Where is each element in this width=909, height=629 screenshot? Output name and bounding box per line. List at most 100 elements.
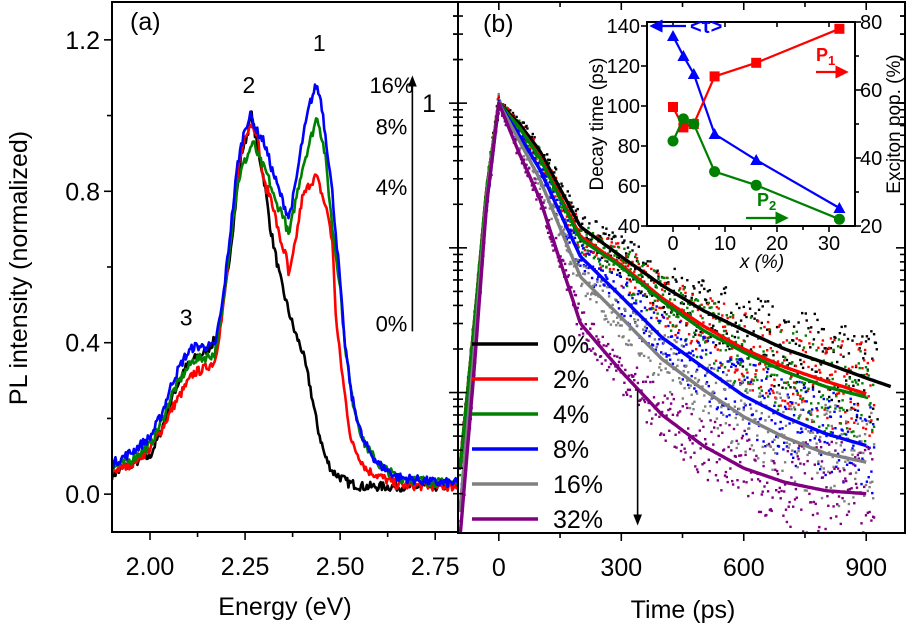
- panel-b-fit-16pct: [459, 101, 867, 512]
- panel-b-data-point: [869, 481, 872, 484]
- panel-b-data-point: [687, 386, 691, 390]
- panel-b-data-point: [701, 463, 704, 466]
- panel-b-data-point: [650, 316, 653, 320]
- panel-b-data-point: [757, 510, 761, 514]
- panel-b-data-point: [761, 394, 764, 398]
- panel-b-data-point: [598, 258, 602, 261]
- inset-p2-label: P2: [757, 190, 776, 213]
- panel-b-data-point: [820, 327, 824, 331]
- panel-b-data-point: [816, 409, 819, 412]
- panel-b-data-point: [623, 239, 626, 242]
- inset-tau-label: <τ>: [690, 16, 722, 38]
- panel-b-data-point: [709, 351, 712, 355]
- panel-b-data-point: [834, 449, 837, 452]
- panel-b-data-point: [635, 257, 639, 260]
- panel-b-data-point: [816, 471, 819, 475]
- panel-b-data-point: [813, 463, 816, 466]
- panel-b-data-point: [786, 393, 789, 396]
- panel-b-data-point: [748, 363, 752, 366]
- inset-marker-triangle: [750, 154, 763, 165]
- panel-b-data-point: [650, 422, 653, 425]
- panel-b-data-point: [821, 394, 825, 397]
- panel-b-data-point: [678, 289, 681, 292]
- panel-b-data-point: [817, 346, 820, 349]
- panel-b-data-point: [733, 335, 737, 339]
- panel-b-data-point: [804, 427, 807, 431]
- panel-b-data-point: [642, 261, 645, 264]
- panel-b-data-point: [550, 240, 553, 243]
- panel-b-data-point: [829, 415, 833, 419]
- panel-b-data-point: [641, 265, 644, 268]
- panel-b-data-point: [772, 354, 775, 357]
- panel-b-data-point: [586, 252, 589, 255]
- panel-b-data-point: [531, 132, 534, 136]
- panel-b-data-point: [730, 441, 733, 444]
- panel-b-data-point: [592, 322, 596, 326]
- panel-b-data-point: [752, 449, 755, 452]
- panel-b-data-point: [683, 387, 686, 390]
- panel-b-data-point: [570, 201, 573, 204]
- panel-b-data-point: [867, 395, 870, 398]
- panel-b-data-point: [845, 513, 849, 517]
- panel-b-data-point: [663, 311, 666, 314]
- panel-b-data-point: [596, 278, 599, 281]
- panel-b-data-point: [631, 260, 634, 264]
- panel-b-data-point: [856, 383, 860, 386]
- panel-b-data-point: [761, 334, 764, 337]
- panel-b-data-point: [842, 392, 845, 395]
- panel-b-data-point: [762, 464, 765, 468]
- panel-b-data-point: [743, 313, 746, 317]
- panel-b-data-point: [838, 470, 842, 473]
- panel-b-data-point: [581, 272, 585, 275]
- panel-b-data-point: [634, 253, 638, 256]
- panel-b-data-point: [563, 218, 567, 221]
- panel-b-data-point: [596, 280, 599, 284]
- panel-b-data-point: [766, 370, 769, 374]
- panel-b-data-point: [625, 261, 628, 265]
- panel-b-data-point: [673, 339, 676, 342]
- panel-b-data-point: [649, 307, 652, 310]
- panel-b-data-point: [830, 424, 833, 428]
- panel-b-data-point: [617, 307, 621, 310]
- legend-label: 0%: [553, 331, 589, 359]
- panel-b-data-point: [579, 240, 582, 243]
- panel-b-data-point: [854, 482, 858, 486]
- panel-b-data-point: [727, 369, 730, 372]
- panel-b-data-point: [740, 380, 744, 383]
- panel-b-data-point: [665, 313, 668, 316]
- panel-b-data-point: [772, 448, 775, 451]
- panel-b-data-point: [847, 367, 851, 370]
- panel-b-data-point: [776, 360, 780, 363]
- panel-b-data-point: [859, 350, 862, 353]
- panel-b-data-point: [837, 400, 841, 403]
- panel-b-data-point: [857, 362, 860, 365]
- panel-b-data-point: [644, 262, 648, 265]
- panel-b-data-point: [592, 257, 596, 260]
- panel-b-data-point: [719, 349, 722, 352]
- panel-b-data-point: [706, 366, 710, 369]
- panel-b-data-point: [596, 358, 599, 362]
- panel-b-data-point: [634, 286, 637, 289]
- panel-b-data-point: [792, 505, 795, 508]
- panel-b-data-point: [696, 308, 700, 312]
- panel-b-data-point: [848, 377, 851, 380]
- panel-b-data-point: [652, 281, 656, 284]
- panel-b-data-point: [802, 346, 806, 349]
- panel-b-data-point: [709, 405, 712, 408]
- panel-b-data-point: [834, 404, 837, 407]
- panel-b-data-point: [630, 303, 633, 306]
- panel-b-data-point: [544, 206, 547, 209]
- panel-b-data-point: [655, 345, 658, 349]
- panel-b-data-point: [828, 373, 832, 377]
- panel-b-data-point: [827, 406, 830, 410]
- panel-b-data-point: [597, 257, 600, 260]
- panel-b-data-point: [745, 481, 748, 484]
- panel-b-data-point: [731, 314, 735, 317]
- panel-b-data-point: [813, 437, 816, 440]
- panel-b-data-point: [770, 384, 773, 387]
- panel-b-data-point: [829, 486, 833, 489]
- panel-b-data-point: [809, 330, 812, 334]
- panel-b-data-point: [554, 166, 557, 169]
- panel-b-data-point: [843, 432, 846, 436]
- panel-b-data-point: [736, 360, 739, 364]
